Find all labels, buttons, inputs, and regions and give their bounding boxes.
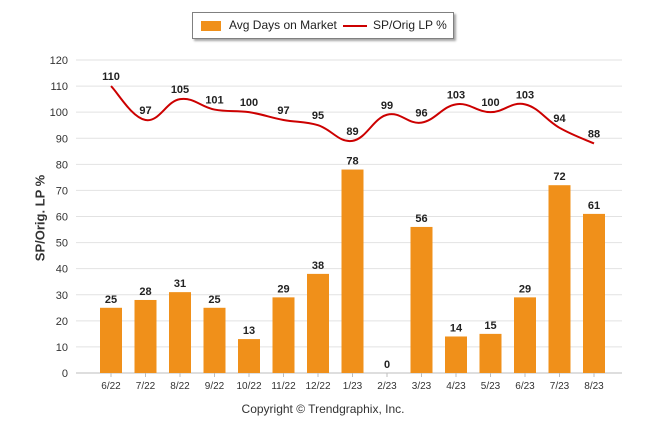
- line-data-label: 100: [240, 97, 258, 109]
- bar-data-label: 78: [346, 156, 358, 168]
- line-data-label: 105: [171, 84, 189, 96]
- line-data-label: 110: [102, 71, 120, 83]
- y-tick-label: 80: [56, 159, 68, 171]
- x-tick-label: 2/23: [377, 381, 397, 392]
- bar: [514, 297, 536, 373]
- x-tick-label: 12/22: [305, 381, 330, 392]
- bar-data-label: 72: [553, 171, 565, 183]
- bar-data-label: 15: [484, 320, 496, 332]
- x-tick-label: 10/22: [236, 381, 261, 392]
- bar-data-label: 29: [277, 283, 289, 295]
- y-tick-label: 30: [56, 290, 68, 302]
- bar-data-label: 25: [105, 294, 117, 306]
- bar: [134, 299, 157, 373]
- line-data-label: 101: [205, 95, 223, 107]
- bar: [169, 292, 191, 373]
- x-tick-label: 6/22: [101, 381, 121, 392]
- x-tick-label: 4/23: [446, 381, 466, 392]
- line-series: [110, 85, 595, 145]
- line-data-label: 96: [415, 108, 427, 120]
- bar-data-label: 28: [139, 286, 151, 298]
- y-tick-label: 120: [50, 55, 68, 67]
- bar: [100, 307, 122, 373]
- bar: [203, 307, 226, 373]
- y-tick-label: 10: [56, 342, 68, 354]
- line-data-label: 100: [481, 97, 499, 109]
- x-tick-label: 8/23: [584, 381, 604, 392]
- bar: [479, 333, 502, 373]
- line-data-label: 97: [139, 105, 151, 117]
- line-series-path: [110, 85, 595, 145]
- bar-data-label: 0: [384, 359, 390, 371]
- bar: [583, 213, 605, 373]
- x-tick-label: 9/22: [205, 381, 225, 392]
- bar: [548, 185, 571, 373]
- line-data-label: 99: [381, 100, 393, 112]
- x-tick-label: 1/23: [343, 381, 363, 392]
- line-data-label: 97: [277, 105, 289, 117]
- legend-bar-swatch: [201, 21, 221, 31]
- x-tick-label: 7/22: [136, 381, 156, 392]
- bar-data-label: 56: [415, 213, 427, 225]
- bar: [410, 226, 433, 373]
- x-tick-label: 3/23: [412, 381, 432, 392]
- x-tick-label: 6/23: [515, 381, 535, 392]
- line-data-label: 103: [447, 89, 465, 101]
- bar-data-label: 14: [450, 322, 463, 334]
- y-tick-label: 60: [56, 212, 68, 224]
- legend-item-line: SP/Orig LP %: [373, 18, 447, 32]
- legend: Avg Days on Market SP/Orig LP %: [192, 12, 454, 39]
- bar-series: [100, 169, 605, 373]
- bar-data-label: 38: [312, 260, 324, 272]
- bar-data-label: 31: [174, 278, 186, 290]
- y-tick-label: 40: [56, 264, 68, 276]
- bar-data-labels: 25 28 31 25 13 29 38 78 0 56 14 15 29 72 61: [105, 156, 600, 371]
- bar-data-label: 13: [243, 325, 255, 337]
- x-tick-label: 7/23: [550, 381, 570, 392]
- line-data-label: 88: [588, 128, 600, 140]
- y-tick-label: 110: [50, 81, 68, 93]
- bar: [445, 336, 467, 373]
- y-tick-label: 0: [62, 368, 68, 380]
- legend-item-bar: Avg Days on Market: [229, 18, 337, 32]
- x-tick-label: 8/22: [170, 381, 190, 392]
- y-tick-label: 20: [56, 316, 68, 328]
- bar: [238, 339, 260, 373]
- bar-data-label: 29: [519, 283, 531, 295]
- y-axis-ticks: 0 10 20 30 40 50 60 70 80 90 100 110 120: [50, 55, 68, 380]
- copyright-text: Copyright © Trendgraphix, Inc.: [241, 402, 405, 416]
- line-data-label: 89: [346, 126, 358, 138]
- y-tick-label: 50: [56, 238, 68, 250]
- line-data-label: 94: [553, 113, 566, 125]
- y-axis-label: SP/Orig. LP %: [32, 174, 48, 262]
- bar: [341, 169, 364, 373]
- bar-data-label: 61: [588, 200, 600, 212]
- line-data-label: 103: [516, 89, 534, 101]
- y-tick-label: 90: [56, 133, 68, 145]
- bar-data-label: 25: [208, 294, 220, 306]
- line-data-label: 95: [312, 110, 324, 122]
- bar: [272, 297, 295, 373]
- y-tick-label: 100: [50, 107, 68, 119]
- x-axis-ticks: 6/22 7/22 8/22 9/22 10/22 11/22 12/22 1/23 2/23 3…: [101, 373, 604, 392]
- line-data-labels: 110 97 105 101 100 97 95 89 99 96 103 100 103 94 88: [102, 71, 600, 140]
- x-tick-label: 5/23: [481, 381, 501, 392]
- y-tick-label: 70: [56, 185, 68, 197]
- legend-line-swatch: [343, 25, 367, 27]
- x-tick-label: 11/22: [271, 381, 296, 392]
- bar: [307, 273, 329, 373]
